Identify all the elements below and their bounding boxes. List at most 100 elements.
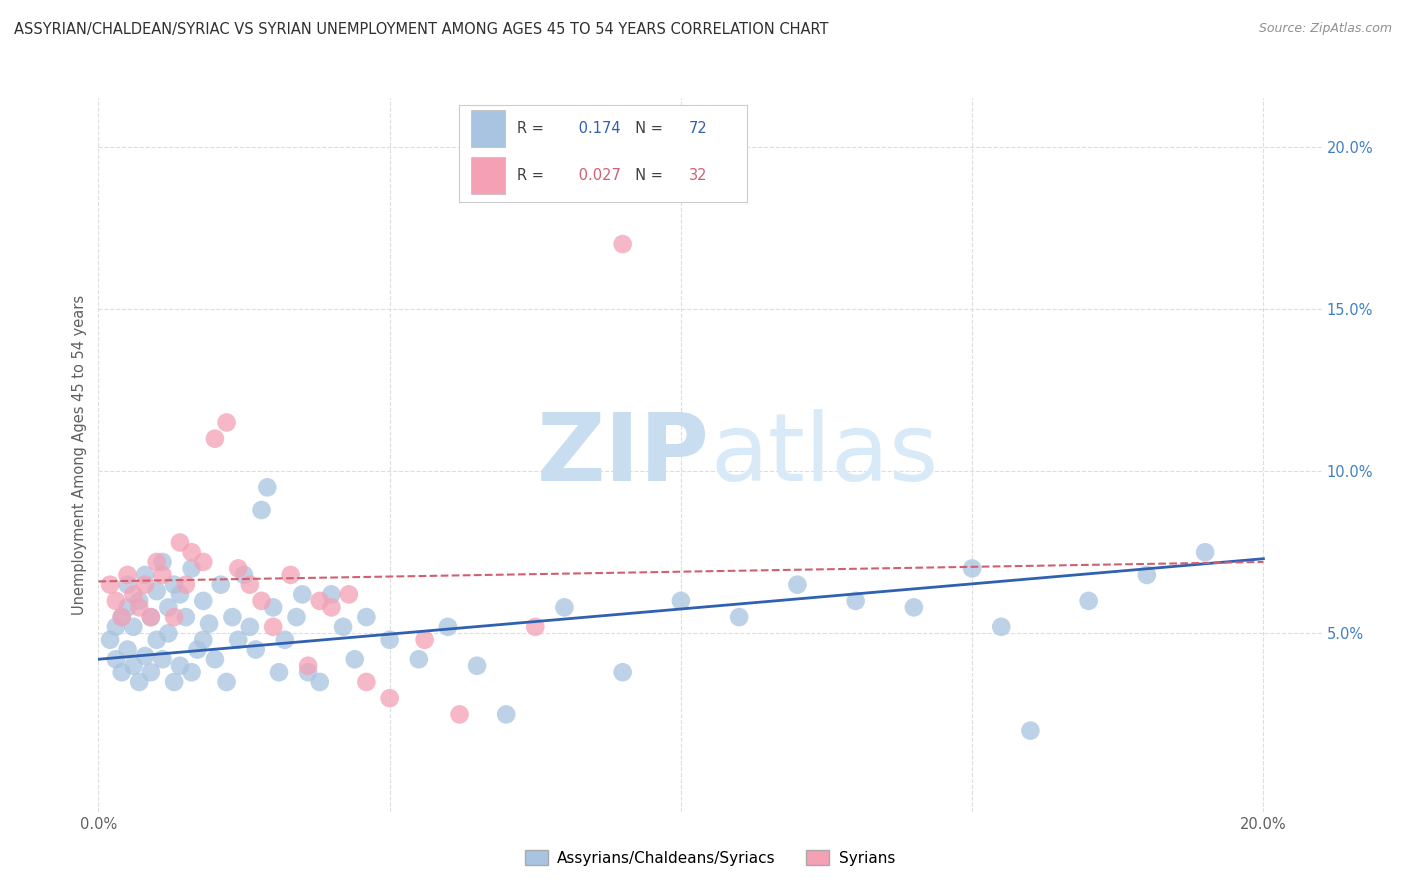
Point [157, 626, 180, 640]
Point [524, 620, 547, 634]
Point [1077, 594, 1099, 608]
Point [233, 568, 256, 582]
Point [128, 675, 150, 690]
Point [612, 237, 634, 252]
Text: ASSYRIAN/CHALDEAN/SYRIAC VS SYRIAN UNEMPLOYMENT AMONG AGES 45 TO 54 YEARS CORREL: ASSYRIAN/CHALDEAN/SYRIAC VS SYRIAN UNEMP… [14, 22, 828, 37]
Text: atlas: atlas [710, 409, 938, 501]
Point [669, 594, 692, 608]
Point [215, 675, 238, 690]
Point [356, 610, 378, 624]
Point [845, 594, 868, 608]
Point [413, 632, 436, 647]
Point [117, 642, 139, 657]
Point [204, 432, 226, 446]
Point [321, 587, 343, 601]
Point [378, 691, 401, 706]
Point [174, 577, 197, 591]
Point [728, 610, 751, 624]
Point [245, 642, 267, 657]
Text: ZIP: ZIP [537, 409, 710, 501]
Point [180, 665, 202, 680]
Point [1194, 545, 1216, 559]
Point [169, 658, 191, 673]
Point [169, 535, 191, 549]
Point [193, 594, 215, 608]
Point [145, 555, 167, 569]
Point [139, 610, 162, 624]
Point [209, 577, 232, 591]
Point [262, 620, 284, 634]
Point [111, 610, 134, 624]
Point [204, 652, 226, 666]
Point [274, 632, 297, 647]
Point [267, 665, 290, 680]
Point [553, 600, 575, 615]
Point [226, 561, 249, 575]
Point [145, 584, 167, 599]
Point [250, 594, 273, 608]
Y-axis label: Unemployment Among Ages 45 to 54 years: Unemployment Among Ages 45 to 54 years [72, 295, 87, 615]
Point [960, 561, 983, 575]
Point [180, 561, 202, 575]
Point [903, 600, 925, 615]
Point [250, 503, 273, 517]
Point [332, 620, 354, 634]
Point [437, 620, 460, 634]
Point [152, 652, 174, 666]
Point [122, 658, 145, 673]
Point [174, 610, 197, 624]
Point [221, 610, 243, 624]
Point [215, 416, 238, 430]
Point [198, 616, 221, 631]
Point [139, 665, 162, 680]
Point [186, 642, 208, 657]
Point [117, 577, 139, 591]
Point [152, 555, 174, 569]
Point [163, 675, 186, 690]
Point [157, 600, 180, 615]
Point [337, 587, 360, 601]
Point [134, 568, 156, 582]
Point [256, 480, 278, 494]
Text: Source: ZipAtlas.com: Source: ZipAtlas.com [1258, 22, 1392, 36]
Point [134, 648, 156, 663]
Point [169, 587, 191, 601]
Point [122, 620, 145, 634]
Point [180, 545, 202, 559]
Point [449, 707, 471, 722]
Point [495, 707, 517, 722]
Point [134, 577, 156, 591]
Point [786, 577, 808, 591]
Point [297, 665, 319, 680]
Point [308, 594, 330, 608]
Point [163, 610, 186, 624]
Point [104, 594, 127, 608]
Point [285, 610, 308, 624]
Point [226, 632, 249, 647]
Point [145, 632, 167, 647]
Point [280, 568, 302, 582]
Point [163, 577, 186, 591]
Point [356, 675, 378, 690]
Point [128, 600, 150, 615]
Point [291, 587, 314, 601]
Point [1019, 723, 1042, 738]
Point [193, 632, 215, 647]
Point [111, 610, 134, 624]
Point [297, 658, 319, 673]
Point [408, 652, 430, 666]
Legend: Assyrians/Chaldeans/Syriacs, Syrians: Assyrians/Chaldeans/Syriacs, Syrians [519, 844, 901, 871]
Point [139, 610, 162, 624]
Point [104, 620, 127, 634]
Point [612, 665, 634, 680]
Point [321, 600, 343, 615]
Point [308, 675, 330, 690]
Point [104, 652, 127, 666]
Point [378, 632, 401, 647]
Point [990, 620, 1012, 634]
Point [239, 577, 262, 591]
Point [262, 600, 284, 615]
Point [98, 632, 121, 647]
Point [193, 555, 215, 569]
Point [152, 568, 174, 582]
